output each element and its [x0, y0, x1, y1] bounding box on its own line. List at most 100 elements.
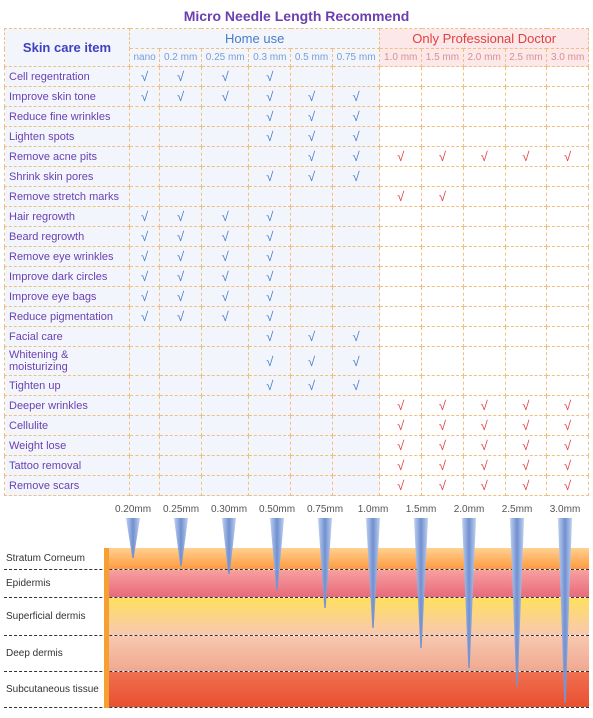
cell: √ — [547, 476, 589, 496]
row-label: Reduce pigmentation — [5, 307, 130, 327]
cell — [249, 147, 291, 167]
cell: √ — [249, 267, 291, 287]
cell: √ — [380, 456, 422, 476]
cell: √ — [505, 147, 547, 167]
cell — [291, 187, 333, 207]
cell — [160, 187, 202, 207]
needle-icon — [174, 518, 188, 566]
cell — [201, 187, 248, 207]
cell — [160, 476, 202, 496]
cell — [332, 187, 379, 207]
cell: √ — [463, 476, 505, 496]
row-label: Reduce fine wrinkles — [5, 107, 130, 127]
row-label: Improve dark circles — [5, 267, 130, 287]
cell — [291, 207, 333, 227]
cell: √ — [332, 147, 379, 167]
cell: √ — [249, 167, 291, 187]
cell: √ — [130, 87, 160, 107]
cell — [422, 247, 464, 267]
cell — [201, 147, 248, 167]
layer-label: Superficial dermis — [4, 611, 104, 622]
table-row: Shrink skin pores√√√ — [5, 167, 589, 187]
column-header: 0.3 mm — [249, 49, 291, 67]
cell: √ — [291, 327, 333, 347]
cell — [160, 127, 202, 147]
cell — [505, 227, 547, 247]
cell: √ — [291, 107, 333, 127]
cell: √ — [160, 267, 202, 287]
needle-icon — [270, 518, 284, 590]
cell — [160, 416, 202, 436]
cell — [547, 127, 589, 147]
cell — [130, 416, 160, 436]
cell — [422, 307, 464, 327]
cell: √ — [249, 247, 291, 267]
cell — [130, 147, 160, 167]
cell: √ — [160, 287, 202, 307]
row-label: Remove acne pits — [5, 147, 130, 167]
cell — [547, 327, 589, 347]
cell — [380, 267, 422, 287]
cell — [380, 127, 422, 147]
needle-icon — [462, 518, 476, 668]
row-label: Improve skin tone — [5, 87, 130, 107]
cell — [332, 416, 379, 436]
row-label: Tighten up — [5, 376, 130, 396]
cell: √ — [130, 67, 160, 87]
needle-icon — [126, 518, 140, 558]
cell — [130, 476, 160, 496]
cell — [249, 456, 291, 476]
cell: √ — [332, 376, 379, 396]
cell — [463, 327, 505, 347]
cell — [547, 287, 589, 307]
cell — [201, 396, 248, 416]
cell — [130, 167, 160, 187]
column-header: 3.0 mm — [547, 49, 589, 67]
needle-label: 0.50mm — [253, 504, 301, 515]
cell — [332, 396, 379, 416]
cell: √ — [160, 67, 202, 87]
cell: √ — [422, 476, 464, 496]
cell: √ — [380, 147, 422, 167]
cell — [201, 456, 248, 476]
row-label: Facial care — [5, 327, 130, 347]
cell — [505, 247, 547, 267]
cell — [291, 476, 333, 496]
cell: √ — [463, 416, 505, 436]
cell: √ — [380, 476, 422, 496]
needle-icon — [222, 518, 236, 574]
table-row: Reduce pigmentation√√√√ — [5, 307, 589, 327]
cell — [380, 247, 422, 267]
table-row: Tattoo removal√√√√√ — [5, 456, 589, 476]
cell — [249, 187, 291, 207]
needle-label: 1.5mm — [397, 504, 445, 515]
needle-label: 0.20mm — [109, 504, 157, 515]
cell — [380, 307, 422, 327]
cell: √ — [130, 287, 160, 307]
cell — [547, 247, 589, 267]
table-row: Lighten spots√√√ — [5, 127, 589, 147]
cell — [422, 267, 464, 287]
cell — [332, 456, 379, 476]
cell — [505, 287, 547, 307]
cell: √ — [380, 396, 422, 416]
cell: √ — [463, 436, 505, 456]
cell: √ — [463, 456, 505, 476]
cell — [422, 327, 464, 347]
cell: √ — [422, 436, 464, 456]
cell: √ — [201, 227, 248, 247]
cell — [380, 376, 422, 396]
table-row: Remove acne pits√√√√√√√ — [5, 147, 589, 167]
cell — [201, 127, 248, 147]
cell — [422, 167, 464, 187]
cell — [380, 107, 422, 127]
cell — [547, 67, 589, 87]
cell — [547, 207, 589, 227]
table-row: Reduce fine wrinkles√√√ — [5, 107, 589, 127]
cell: √ — [547, 396, 589, 416]
cell — [160, 347, 202, 376]
cell: √ — [505, 456, 547, 476]
cell: √ — [201, 207, 248, 227]
column-header: 1.5 mm — [422, 49, 464, 67]
cell — [332, 476, 379, 496]
